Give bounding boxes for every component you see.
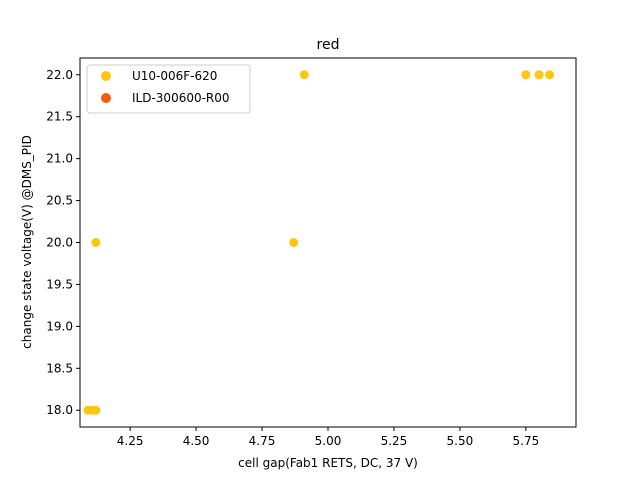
data-point-series-0	[91, 405, 101, 415]
y-tick-label: 18.0	[46, 403, 73, 417]
y-tick-label: 21.0	[46, 152, 73, 166]
y-tick-label: 20.0	[46, 236, 73, 250]
points-layer	[83, 70, 555, 415]
data-point-series-0	[91, 238, 101, 247]
x-axis-ticks: 4.25 4.50 4.75 5.00 5.25 5.50 5.75	[117, 427, 539, 448]
data-point-series-0	[289, 238, 299, 247]
data-point-series-0	[521, 70, 531, 80]
x-tick-label: 4.25	[117, 434, 144, 448]
x-tick-label: 5.00	[315, 434, 342, 448]
x-axis-label: cell gap(Fab1 RETS, DC, 37 V)	[238, 456, 418, 470]
y-tick-label: 21.5	[46, 110, 73, 124]
legend-label-u10-006f-620: U10-006F-620	[132, 69, 217, 83]
x-tick-label: 5.25	[381, 434, 408, 448]
y-axis-label: change state voltage(V) @DMS_PID	[20, 135, 34, 349]
legend: U10-006F-620 ILD-300600-R00	[86, 64, 251, 114]
y-tick-label: 20.5	[46, 194, 73, 208]
data-point-series-0	[545, 70, 555, 80]
data-point-series-0	[299, 70, 309, 80]
legend-box	[86, 64, 251, 114]
y-axis-ticks: 18.0 18.5 19.0 19.5 20.0 20.5 21.0 21.5 22.0	[46, 68, 80, 417]
x-tick-label: 5.50	[447, 434, 474, 448]
x-tick-label: 4.75	[249, 434, 276, 448]
y-tick-label: 22.0	[46, 68, 73, 82]
plot-area: 4.25 4.50 4.75 5.00 5.25 5.50 5.75 18.0 18.5 19.…	[46, 57, 577, 448]
data-point-series-0	[534, 70, 544, 80]
legend-marker-ild-300600-r00	[101, 93, 111, 103]
x-tick-label: 4.50	[183, 434, 210, 448]
chart-title: red	[317, 37, 340, 53]
y-tick-label: 18.5	[46, 361, 73, 375]
legend-marker-u10-006f-620	[101, 71, 111, 81]
x-tick-label: 5.75	[513, 434, 540, 448]
legend-label-ild-300600-r00: ILD-300600-R00	[132, 91, 230, 105]
y-tick-label: 19.0	[46, 319, 73, 333]
y-tick-label: 19.5	[46, 277, 73, 291]
